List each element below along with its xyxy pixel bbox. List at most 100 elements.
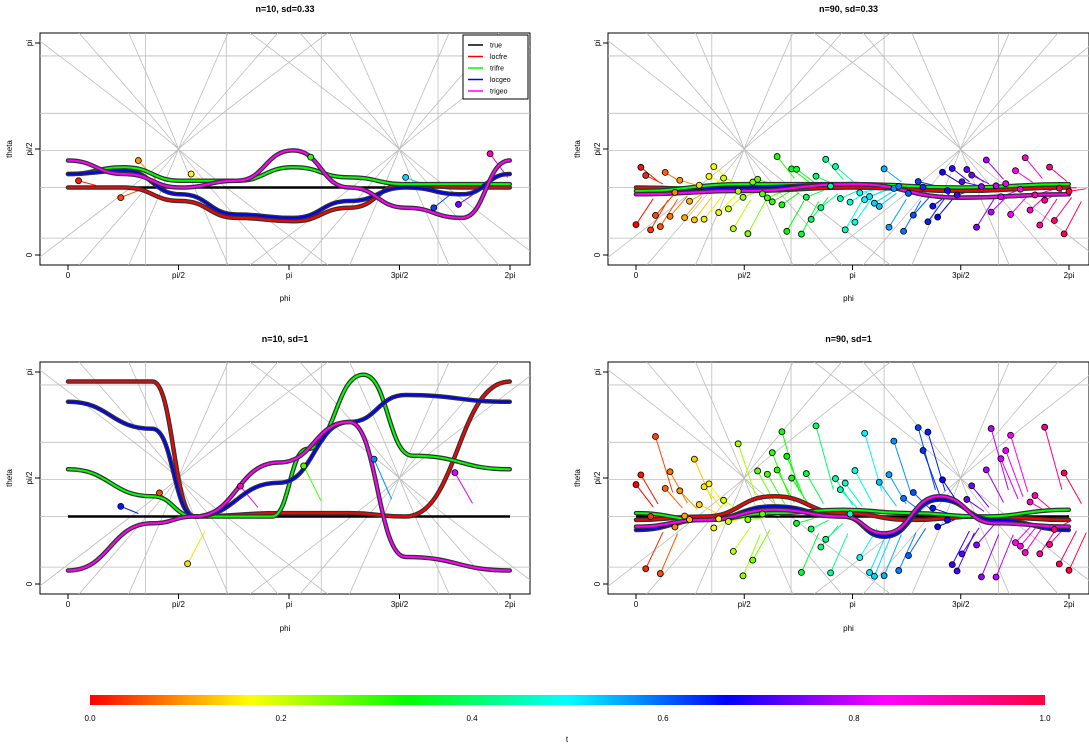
data-point	[909, 489, 917, 496]
data-point	[943, 516, 951, 524]
data-point	[939, 476, 946, 484]
data-point	[676, 176, 684, 184]
x-tick-label: pi	[286, 271, 292, 280]
data-points	[632, 153, 1073, 238]
residual-segment	[883, 534, 902, 576]
residual-segment	[187, 530, 206, 564]
series-trigeo	[65, 148, 513, 221]
residual-segment	[1015, 170, 1033, 183]
data-point	[1055, 184, 1063, 192]
graticule-curve	[128, 33, 179, 150]
series-line	[67, 149, 511, 219]
residual-segment	[835, 166, 854, 182]
data-point	[793, 519, 800, 527]
residual-segment	[1039, 198, 1058, 226]
series-line	[67, 394, 511, 518]
residual-segment	[659, 198, 678, 227]
data-point	[686, 516, 693, 524]
series-trifre	[65, 165, 513, 187]
residual-segment	[713, 166, 732, 182]
x-axis: 0 pi/2 pi 3pi/2 2pi phi	[66, 594, 516, 633]
residual-segment	[747, 201, 766, 234]
data-point	[759, 190, 766, 198]
x-tick-label: pi	[849, 600, 855, 609]
residual-segment	[800, 533, 820, 573]
data-point	[997, 455, 1005, 463]
x-tick-label: pi	[849, 271, 855, 280]
data-point	[402, 173, 410, 181]
data-point	[900, 494, 907, 502]
graticule-curve	[178, 33, 279, 150]
data-points	[117, 455, 459, 568]
data-point	[754, 467, 762, 475]
residual-segment	[1034, 495, 1053, 511]
data-point	[671, 189, 679, 196]
data-point	[725, 205, 732, 213]
series-line	[67, 166, 511, 186]
graticule-curve	[743, 33, 794, 150]
data-point	[773, 466, 781, 474]
data-point	[734, 187, 742, 195]
y-tick-label: 0	[25, 252, 34, 257]
data-point	[841, 226, 849, 234]
data-point	[451, 469, 459, 477]
data-point	[1016, 185, 1024, 193]
graticule-curve	[398, 33, 450, 150]
y-tick-label: pi/2	[593, 471, 602, 484]
data-point	[637, 163, 645, 171]
data-points	[75, 150, 494, 212]
data-point	[739, 193, 747, 201]
data-point	[846, 510, 854, 518]
series-trigeo	[633, 494, 1072, 536]
residual-segment	[1058, 530, 1077, 565]
data-point	[836, 486, 844, 494]
data-point	[817, 204, 825, 212]
data-point	[661, 168, 669, 176]
data-point	[827, 569, 835, 577]
data-point	[963, 166, 971, 173]
y-tick-label: pi	[25, 369, 34, 375]
series-locgeo	[65, 392, 513, 519]
residual-segment	[985, 159, 1004, 180]
residual-segment	[664, 488, 683, 509]
x-axis: 0 pi/2 pi 3pi/2 2pi phi	[634, 594, 1075, 633]
data-point	[729, 225, 737, 233]
y-axis-label: theta	[573, 469, 582, 487]
data-point	[720, 496, 727, 504]
residual-segment	[786, 456, 805, 499]
data-point	[783, 452, 791, 460]
data-point	[642, 172, 650, 179]
graticule-curve	[299, 33, 400, 150]
data-point	[919, 183, 927, 191]
data-point	[715, 209, 723, 216]
data-point	[982, 156, 990, 164]
data-point	[866, 569, 873, 576]
data-point	[880, 165, 888, 173]
data-point	[1046, 541, 1053, 548]
residual-segment	[908, 527, 927, 556]
data-point	[686, 197, 693, 205]
data-point	[734, 440, 742, 448]
residual-segment	[737, 443, 756, 495]
x-tick-label: 3pi/2	[391, 600, 409, 609]
data-point	[973, 541, 980, 549]
data-point	[905, 189, 912, 197]
data-point	[430, 204, 438, 212]
data-point	[851, 218, 859, 226]
graticule-curve	[743, 362, 891, 479]
data-point	[754, 175, 762, 183]
data-point	[875, 478, 883, 486]
data-point	[885, 471, 893, 478]
legend-entry: trigeo	[490, 89, 508, 96]
data-point	[1026, 498, 1034, 506]
residual-segments	[78, 153, 509, 209]
residual-segment	[659, 533, 679, 574]
graticule-curve	[608, 148, 745, 258]
data-point	[929, 202, 937, 210]
graticule-curve	[695, 148, 745, 265]
data-point	[1007, 211, 1015, 218]
data-point	[676, 487, 684, 495]
data-point	[1060, 469, 1068, 477]
residual-segments	[120, 458, 473, 564]
graticule-curve	[178, 362, 229, 479]
